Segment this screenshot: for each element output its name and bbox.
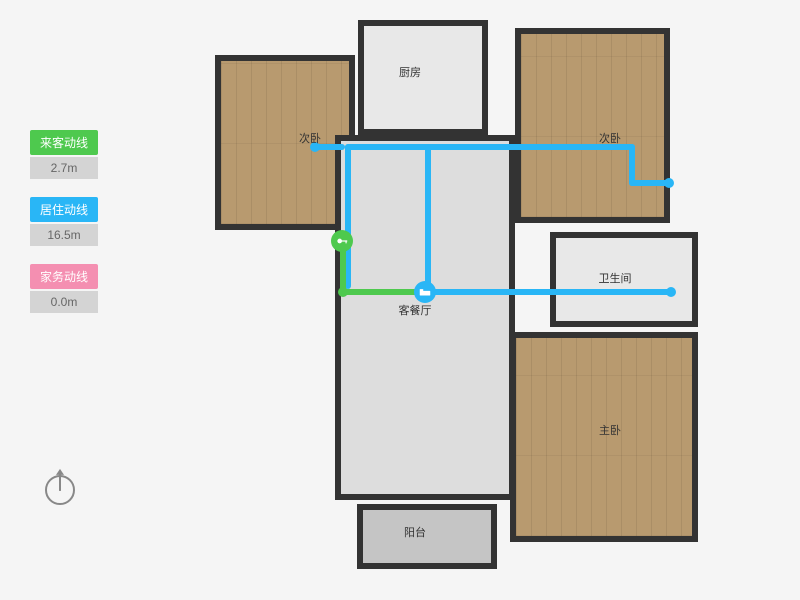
living-path-4: [425, 144, 431, 292]
room-label-balcony: 阳台: [404, 524, 426, 540]
legend-guest: 来客动线 2.7m: [30, 130, 98, 179]
room-balcony: [357, 504, 497, 569]
room-bedroom_tl: [215, 55, 355, 230]
room-bedroom_tr: [515, 28, 670, 223]
room-label-livingroom: 客餐厅: [399, 302, 432, 318]
path-dot-2: [666, 287, 676, 297]
legend-chore: 家务动线 0.0m: [30, 264, 98, 313]
living-path-0: [345, 144, 635, 150]
living-path-5: [629, 180, 669, 186]
room-kitchen: [358, 20, 488, 135]
path-dot-1: [664, 178, 674, 188]
compass-icon: [45, 475, 85, 515]
legend-panel: 来客动线 2.7m 居住动线 16.5m 家务动线 0.0m: [30, 130, 98, 331]
room-label-bedroom_tr: 次卧: [599, 130, 621, 146]
path-dot-3: [338, 287, 348, 297]
compass-circle: [45, 475, 75, 505]
room-label-master: 主卧: [599, 422, 621, 438]
legend-chore-label: 家务动线: [30, 264, 98, 289]
legend-living-value: 16.5m: [30, 224, 98, 246]
node-living_center: [414, 281, 436, 303]
room-label-bathroom: 卫生间: [599, 270, 632, 286]
node-guest_node: [331, 230, 353, 252]
room-label-bedroom_tl: 次卧: [299, 130, 321, 146]
legend-chore-value: 0.0m: [30, 291, 98, 313]
room-label-kitchen: 厨房: [399, 64, 421, 80]
guest-path-1: [340, 289, 420, 295]
legend-living-label: 居住动线: [30, 197, 98, 222]
legend-living: 居住动线 16.5m: [30, 197, 98, 246]
floorplan: 厨房次卧 次卧客餐厅 卫生间主卧阳台: [190, 20, 750, 580]
legend-guest-value: 2.7m: [30, 157, 98, 179]
legend-guest-label: 来客动线: [30, 130, 98, 155]
compass-arrow: [59, 473, 61, 491]
